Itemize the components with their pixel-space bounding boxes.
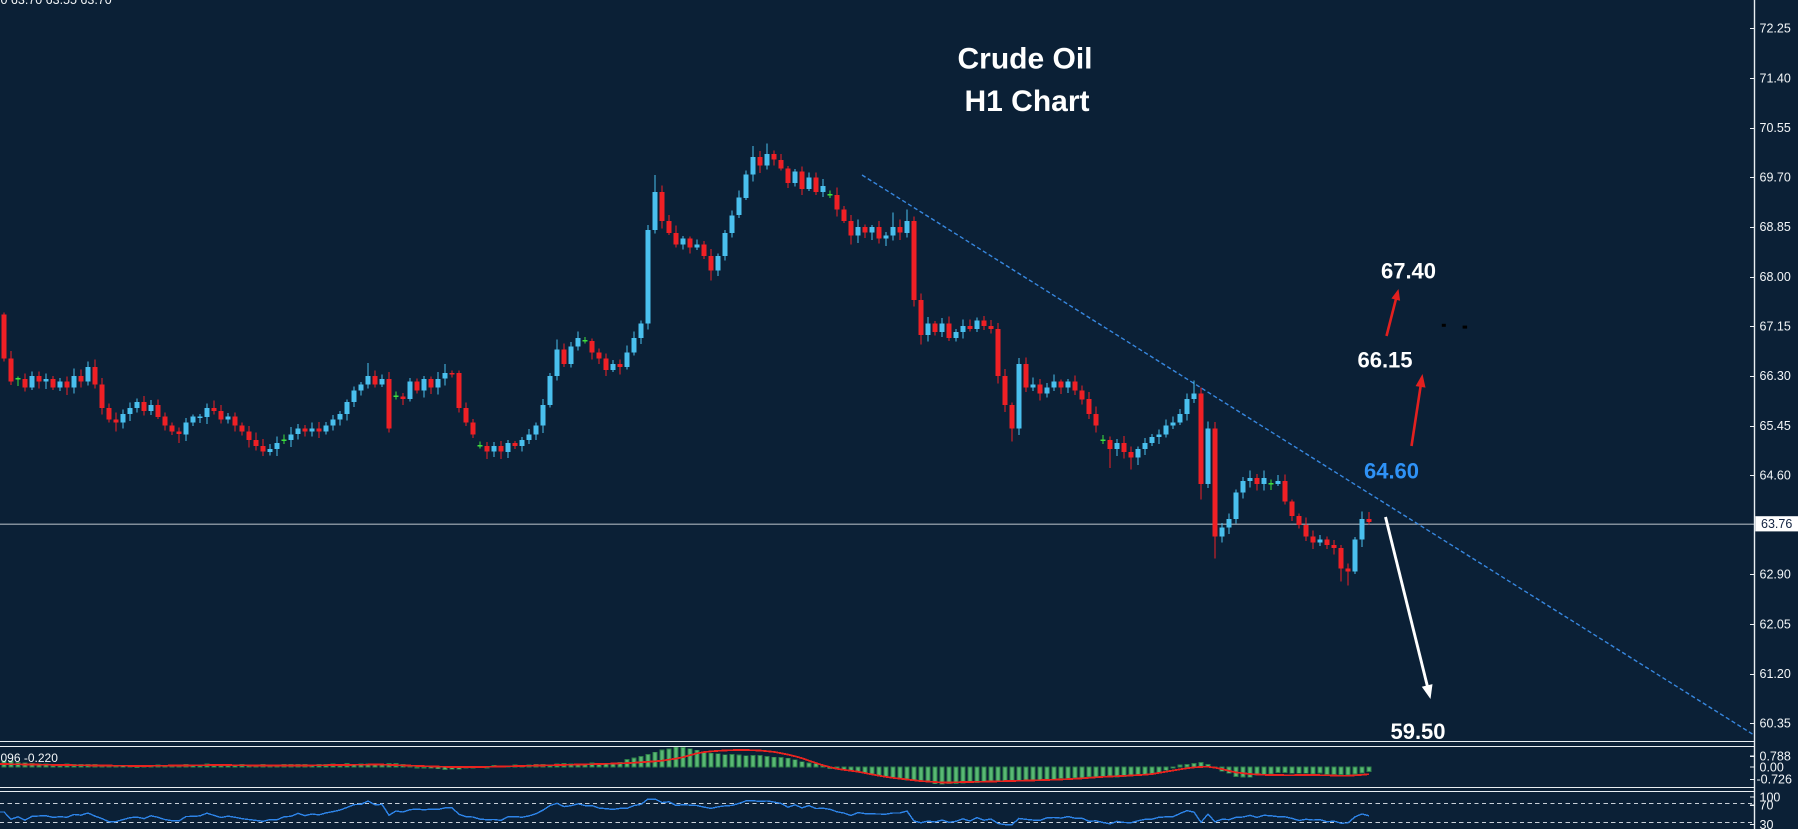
svg-text:Crude Oil: Crude Oil (957, 43, 1092, 76)
svg-text:68.00: 68.00 (1760, 270, 1791, 284)
svg-text:60.35: 60.35 (1760, 717, 1791, 731)
svg-text:72.25: 72.25 (1760, 22, 1791, 36)
svg-text:67.15: 67.15 (1760, 320, 1791, 334)
svg-text:64.60: 64.60 (1364, 459, 1419, 484)
svg-text:100: 100 (1760, 790, 1781, 804)
svg-text:59.50: 59.50 (1390, 719, 1445, 744)
svg-text:61.20: 61.20 (1760, 667, 1791, 681)
svg-text:71.40: 71.40 (1760, 71, 1791, 85)
svg-text:66.15: 66.15 (1357, 347, 1412, 372)
svg-text:66.30: 66.30 (1760, 369, 1791, 383)
svg-text:62.05: 62.05 (1760, 617, 1791, 631)
svg-text:0.788: 0.788 (1760, 750, 1791, 764)
svg-text:0 63.70 63.55 63.70: 0 63.70 63.55 63.70 (1, 0, 112, 7)
svg-text:68.85: 68.85 (1760, 220, 1791, 234)
svg-text:-0.726: -0.726 (1757, 773, 1792, 787)
svg-text:69.70: 69.70 (1760, 171, 1791, 185)
svg-text:65.45: 65.45 (1760, 419, 1791, 433)
svg-text:67.40: 67.40 (1381, 258, 1436, 283)
svg-text:0.00: 0.00 (1760, 760, 1784, 774)
svg-text:H1 Chart: H1 Chart (964, 85, 1089, 118)
svg-text:63.76: 63.76 (1761, 517, 1792, 531)
svg-text:70: 70 (1760, 799, 1774, 813)
svg-text:62.90: 62.90 (1760, 568, 1791, 582)
svg-text:64.60: 64.60 (1760, 468, 1791, 482)
svg-text:30: 30 (1760, 818, 1774, 829)
svg-text:0: 0 (1760, 828, 1767, 829)
svg-text:096 -0.220: 096 -0.220 (1, 751, 59, 765)
svg-text:70.55: 70.55 (1760, 121, 1791, 135)
